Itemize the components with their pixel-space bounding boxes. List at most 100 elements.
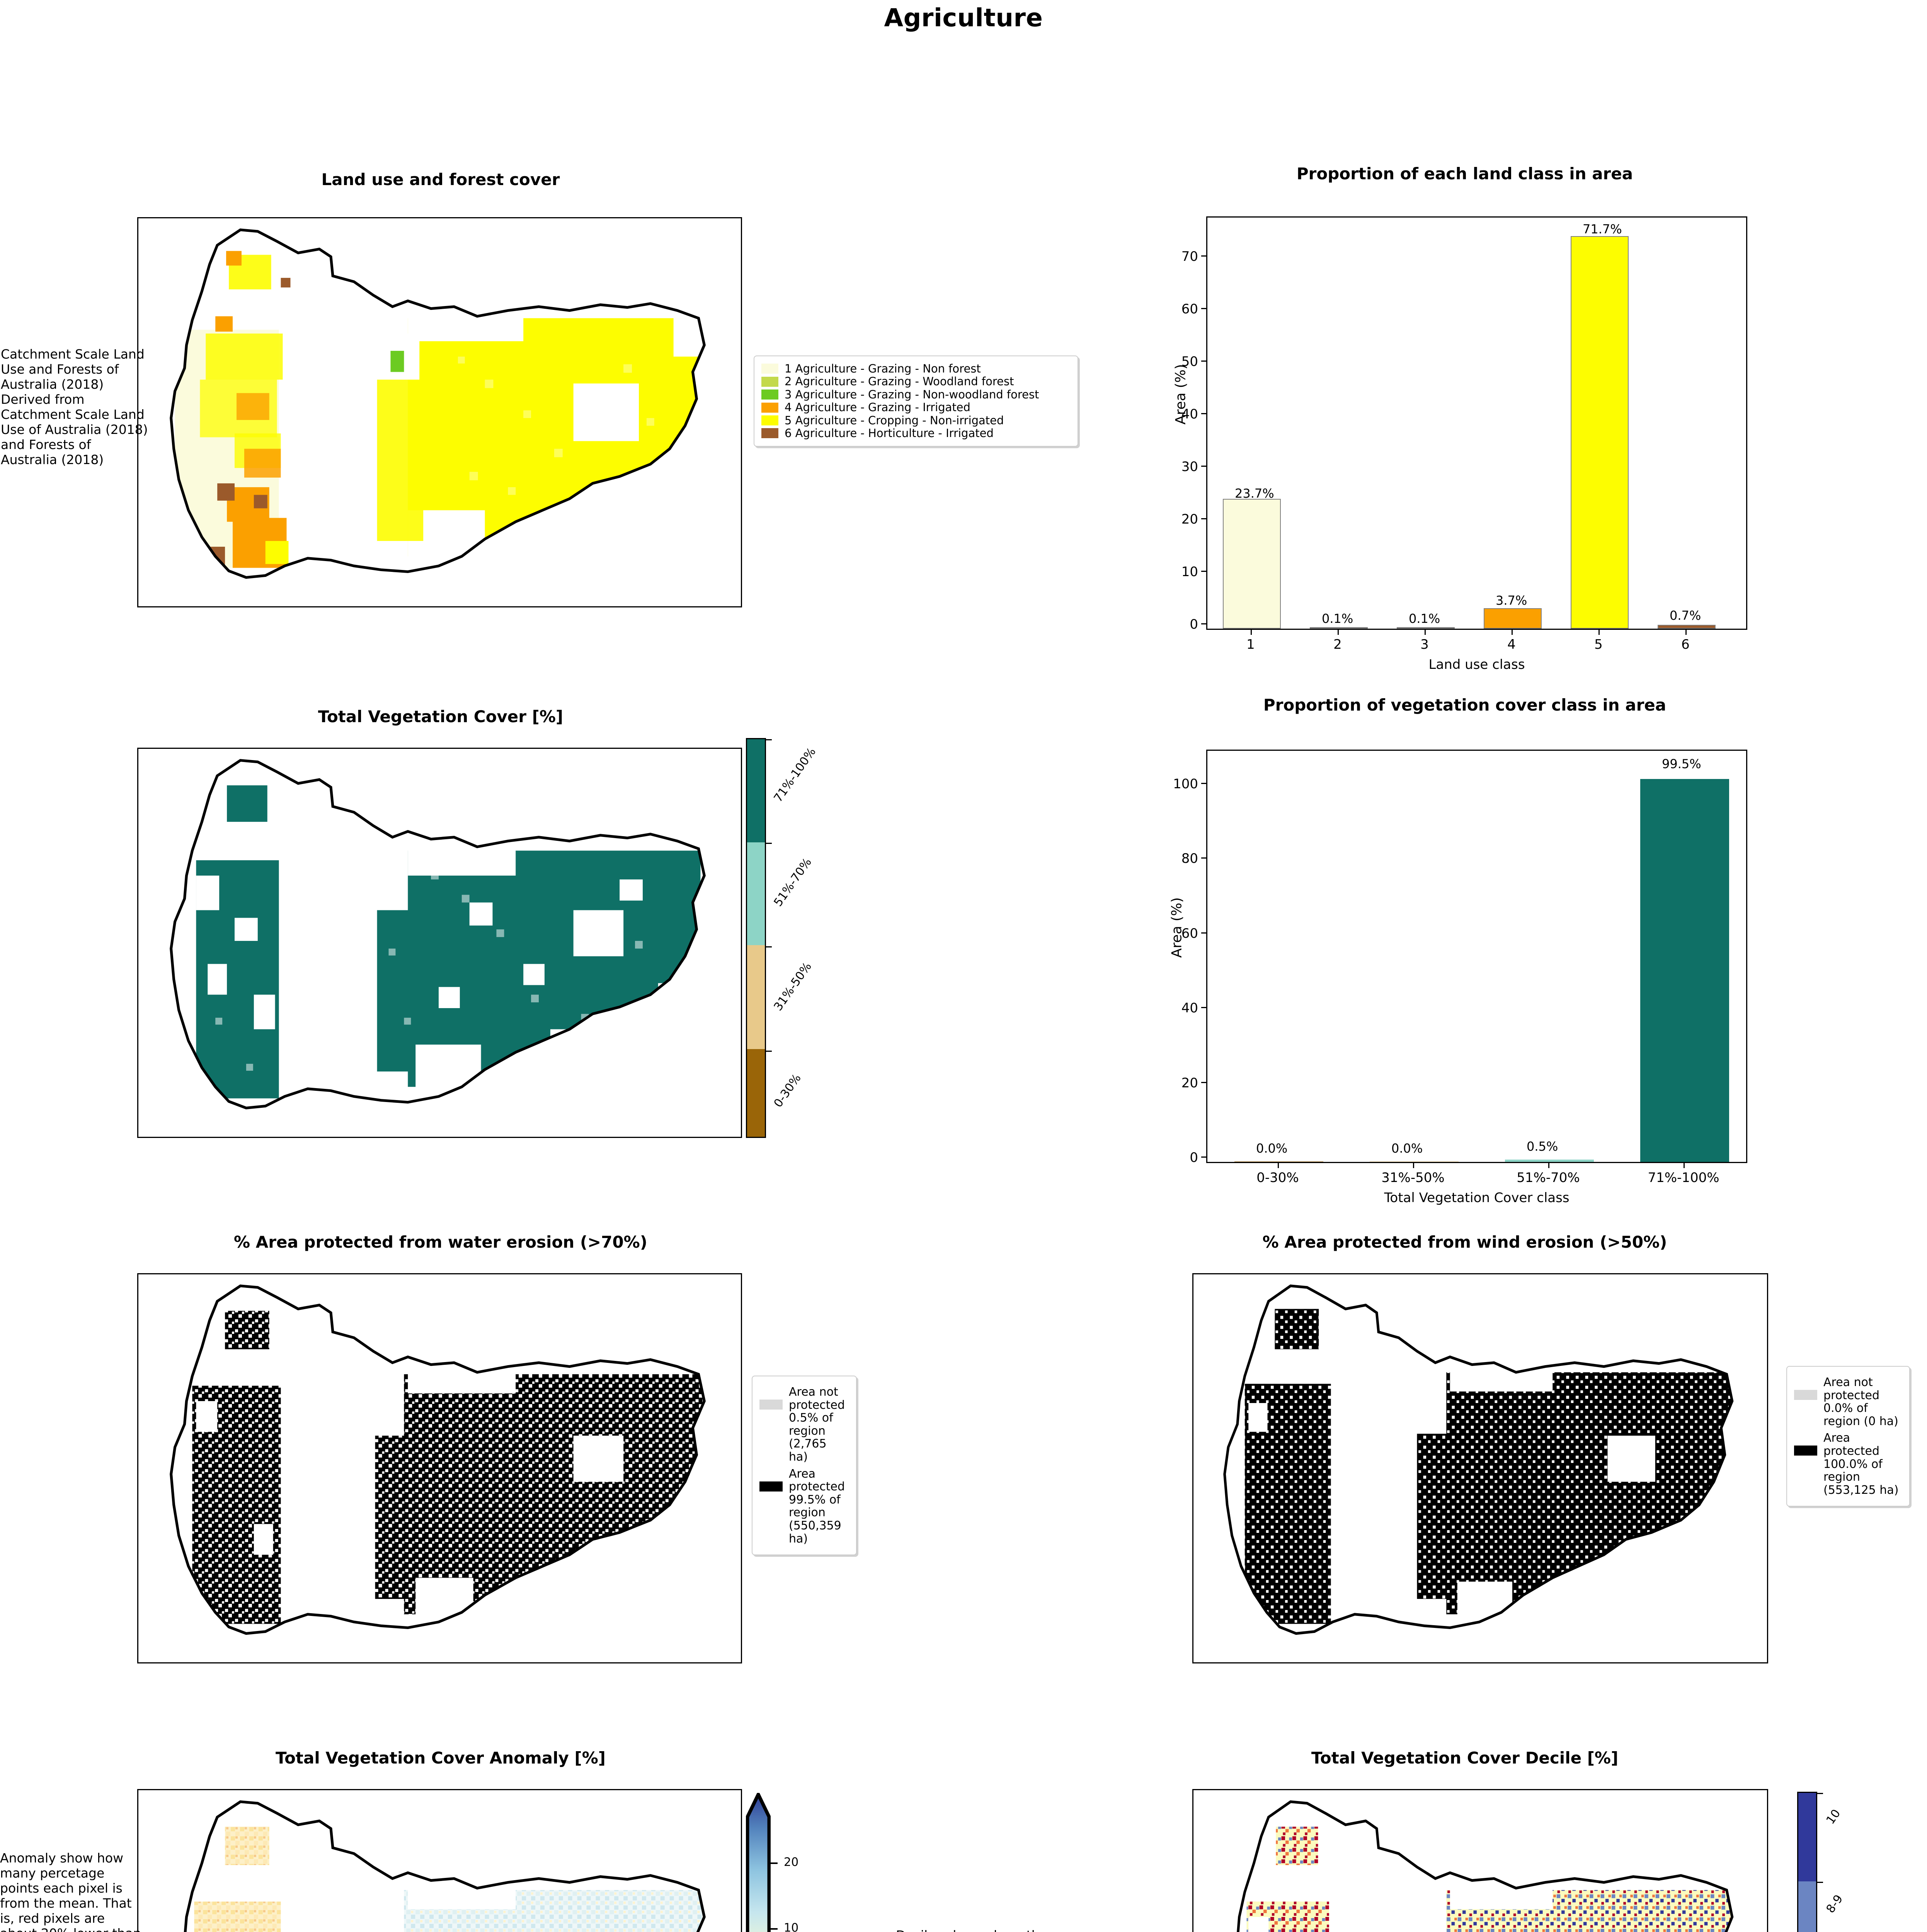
legend-label-protected: Area protected 99.5% of region (550,359 … [789,1467,845,1546]
legend-item-protected: Area protected 99.5% of region (550,359 … [759,1467,849,1546]
legend-label-2: 2 Agriculture - Grazing - Woodland fores… [785,375,1014,388]
y-tick-v20: 20 [1181,1075,1198,1091]
bar-label-3: 0.1% [1409,611,1440,626]
cbar-seg-8-9 [1798,1881,1816,1932]
land-use-map-title: Land use and forest cover [321,170,560,189]
legend-swatch-3 [761,389,778,400]
bar-5[interactable] [1571,236,1629,629]
legend-swatch-2 [761,376,778,387]
cbar-label-31-50: 31%-50% [771,960,815,1014]
veg-bar-3[interactable] [1505,1160,1594,1162]
legend-swatch-not-protected [759,1400,783,1410]
legend-label-5: 5 Agriculture - Cropping - Non-irrigated [785,413,1004,427]
decile-map-canvas [1224,1800,1734,1932]
wind-erosion-map [1192,1273,1768,1663]
veg-cover-map-canvas [170,759,706,1109]
legend-swatch-not-protected [1794,1390,1817,1400]
bar-label-2: 0.1% [1322,611,1353,626]
land-class-bar-chart: Area (%) 0 10 20 30 40 50 60 70 23.7% 0.… [1159,216,1778,672]
anomaly-colorbar-gradient [746,1793,771,1932]
bar-label-4: 3.7% [1496,593,1527,608]
x-tick-1: 1 [1246,637,1255,652]
veg-x-tick-4: 71%-100% [1648,1170,1719,1185]
legend-item: 1 Agriculture - Grazing - Non forest [761,363,1071,374]
cbar-seg-0-30 [747,1049,765,1137]
anomaly-note: Anomaly show how many percetage points e… [0,1850,141,1932]
anomaly-tick-10: 10 [784,1921,799,1932]
x-tick-6: 6 [1681,637,1690,652]
legend-item-protected: Area protected 100.0% of region (553,125… [1794,1432,1902,1497]
bar-1[interactable] [1223,499,1281,629]
y-tick-50: 50 [1181,354,1198,369]
bar-2[interactable] [1310,627,1368,629]
legend-item-not-protected: Area not protected 0.0% of region (0 ha) [1794,1376,1902,1428]
land-class-chart-title: Proportion of each land class in area [1296,164,1633,183]
land-class-plot-area [1206,216,1747,630]
water-erosion-map-canvas [170,1284,706,1635]
cbar-seg-71-100 [747,739,765,842]
x-tick-5: 5 [1594,637,1603,652]
cbar-label-0-30: 0-30% [771,1071,804,1110]
legend-item: 2 Agriculture - Grazing - Woodland fores… [761,375,1071,388]
land-class-xlabel: Land use class [1428,657,1525,672]
veg-bar-4[interactable] [1640,779,1729,1162]
veg-cover-xlabel: Total Vegetation Cover class [1384,1190,1570,1206]
decile-label-10: 10 [1823,1807,1844,1827]
legend-label-4: 4 Agriculture - Grazing - Irrigated [785,401,970,414]
land-use-legend: 1 Agriculture - Grazing - Non forest 2 A… [754,355,1078,447]
decile-label-8-9: 8-9 [1823,1892,1846,1916]
water-erosion-title: % Area protected from water erosion (>70… [234,1233,647,1252]
y-tick-v0: 0 [1190,1150,1198,1165]
x-tick-3: 3 [1420,637,1429,652]
legend-item: 4 Agriculture - Grazing - Irrigated [761,401,1071,413]
decile-colorbar [1797,1792,1823,1932]
legend-item: 5 Agriculture - Cropping - Non-irrigated [761,413,1071,427]
legend-label-not-protected: Area not protected 0.5% of region (2,765… [789,1385,845,1464]
y-tick-v100: 100 [1173,776,1198,792]
anomaly-colorbar: 20 10 0 -10 -20 [746,1793,798,1932]
veg-cover-plot-area [1206,750,1747,1163]
veg-bar-label-3: 0.5% [1527,1139,1558,1154]
legend-label-not-protected: Area not protected 0.0% of region (0 ha) [1823,1376,1898,1428]
legend-label-6: 6 Agriculture - Horticulture - Irrigated [785,427,994,440]
anomaly-map [137,1789,742,1932]
legend-label-1: 1 Agriculture - Grazing - Non forest [785,362,981,375]
legend-swatch-4 [761,402,778,413]
land-use-map-canvas [170,228,706,579]
cbar-seg-31-50 [747,945,765,1049]
x-tick-4: 4 [1507,637,1516,652]
decile-map [1192,1789,1768,1932]
cbar-label-51-70: 51%-70% [771,855,815,909]
y-tick-20: 20 [1181,512,1198,527]
veg-cover-colorbar [746,738,772,1138]
wind-erosion-legend: Area not protected 0.0% of region (0 ha)… [1786,1366,1910,1507]
legend-swatch-protected [759,1481,783,1492]
page-title: Agriculture [884,4,1043,32]
decile-title: Total Vegetation Cover Decile [%] [1311,1748,1619,1767]
legend-swatch-protected [1794,1446,1817,1456]
anomaly-tick-20: 20 [784,1855,799,1869]
y-tick-60: 60 [1181,301,1198,317]
bar-4[interactable] [1484,608,1542,629]
bar-6[interactable] [1658,625,1716,629]
veg-x-tick-2: 31%-50% [1381,1170,1445,1185]
bar-3[interactable] [1397,627,1455,629]
legend-item-not-protected: Area not protected 0.5% of region (2,765… [759,1386,849,1464]
veg-x-tick-1: 0-30% [1256,1170,1299,1185]
land-use-source-note: Catchment Scale Land Use and Forests of … [1,347,148,467]
x-tick-2: 2 [1333,637,1342,652]
decile-note: Deciles show where the pixel value lies … [896,1928,1062,1932]
veg-bar-label-1: 0.0% [1256,1141,1288,1156]
y-tick-v60: 60 [1181,926,1198,941]
bar-label-5: 71.7% [1583,222,1622,236]
y-tick-v40: 40 [1181,1000,1198,1016]
y-tick-10: 10 [1181,564,1198,580]
legend-swatch-1 [761,364,778,374]
veg-cover-chart-title: Proportion of vegetation cover class in … [1263,696,1667,714]
veg-bar-label-2: 0.0% [1391,1141,1423,1156]
water-erosion-map [137,1273,742,1663]
legend-label-3: 3 Agriculture - Grazing - Non-woodland f… [785,388,1039,401]
y-tick-30: 30 [1181,459,1198,474]
anomaly-map-canvas [171,1800,706,1932]
